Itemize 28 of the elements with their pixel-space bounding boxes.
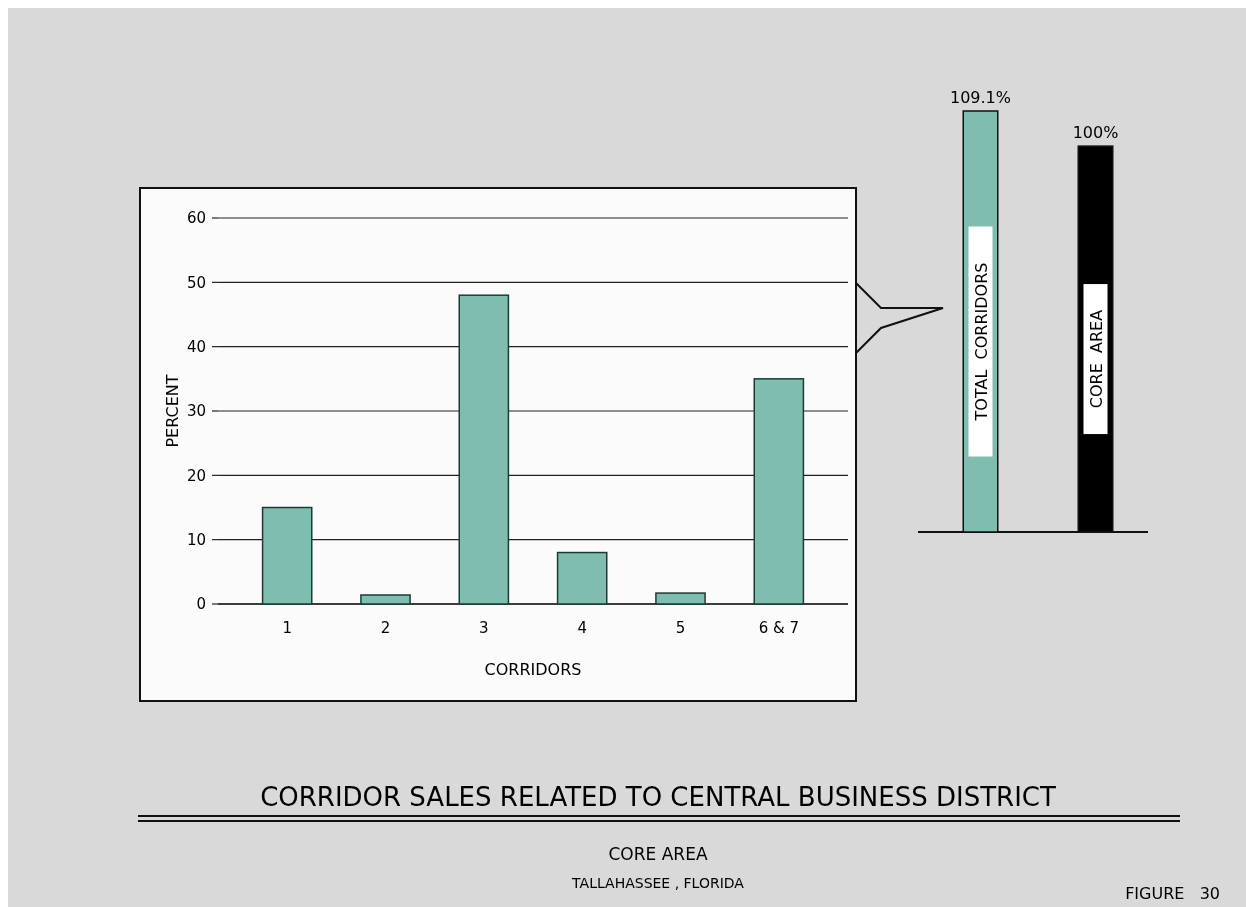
y-tick-label: 20: [186, 466, 206, 485]
x-tick-label: 1: [282, 619, 292, 637]
y-tick-label: 40: [186, 337, 206, 356]
bar: [360, 594, 411, 605]
data-label: 109.1%: [949, 88, 1012, 107]
y-tick-label: 0: [196, 595, 206, 614]
bar: [556, 551, 608, 605]
text: CORE AREA: [608, 844, 708, 864]
text: TALLAHASSEE , FLORIDA: [571, 875, 745, 891]
bar: [655, 592, 706, 605]
y-tick-label: 30: [186, 402, 206, 421]
data-label: 100%: [1072, 123, 1119, 143]
bar: [458, 294, 510, 605]
x-tick-label: 5: [675, 619, 686, 637]
x-axis-title: CORRIDORS: [484, 660, 582, 679]
x-tick-label: 4: [577, 619, 587, 637]
caption: FIGURE 30: [1125, 884, 1220, 903]
bar: [261, 506, 313, 605]
bar: [753, 378, 805, 605]
x-tick-label: TOTAL CORRIDORS: [971, 262, 991, 422]
y-tick-label: 10: [186, 530, 206, 549]
text: CORRIDOR SALES RELATED TO CENTRAL BUSINESS DISTRICT: [260, 782, 1056, 812]
x-tick-label: 6 & 7: [758, 619, 799, 637]
y-axis-title: PERCENT: [163, 374, 182, 448]
y-tick-label: 60: [186, 209, 206, 228]
x-tick-label: 2: [380, 619, 391, 637]
y-tick-label: 50: [186, 273, 206, 292]
x-tick-label: 3: [479, 619, 489, 637]
